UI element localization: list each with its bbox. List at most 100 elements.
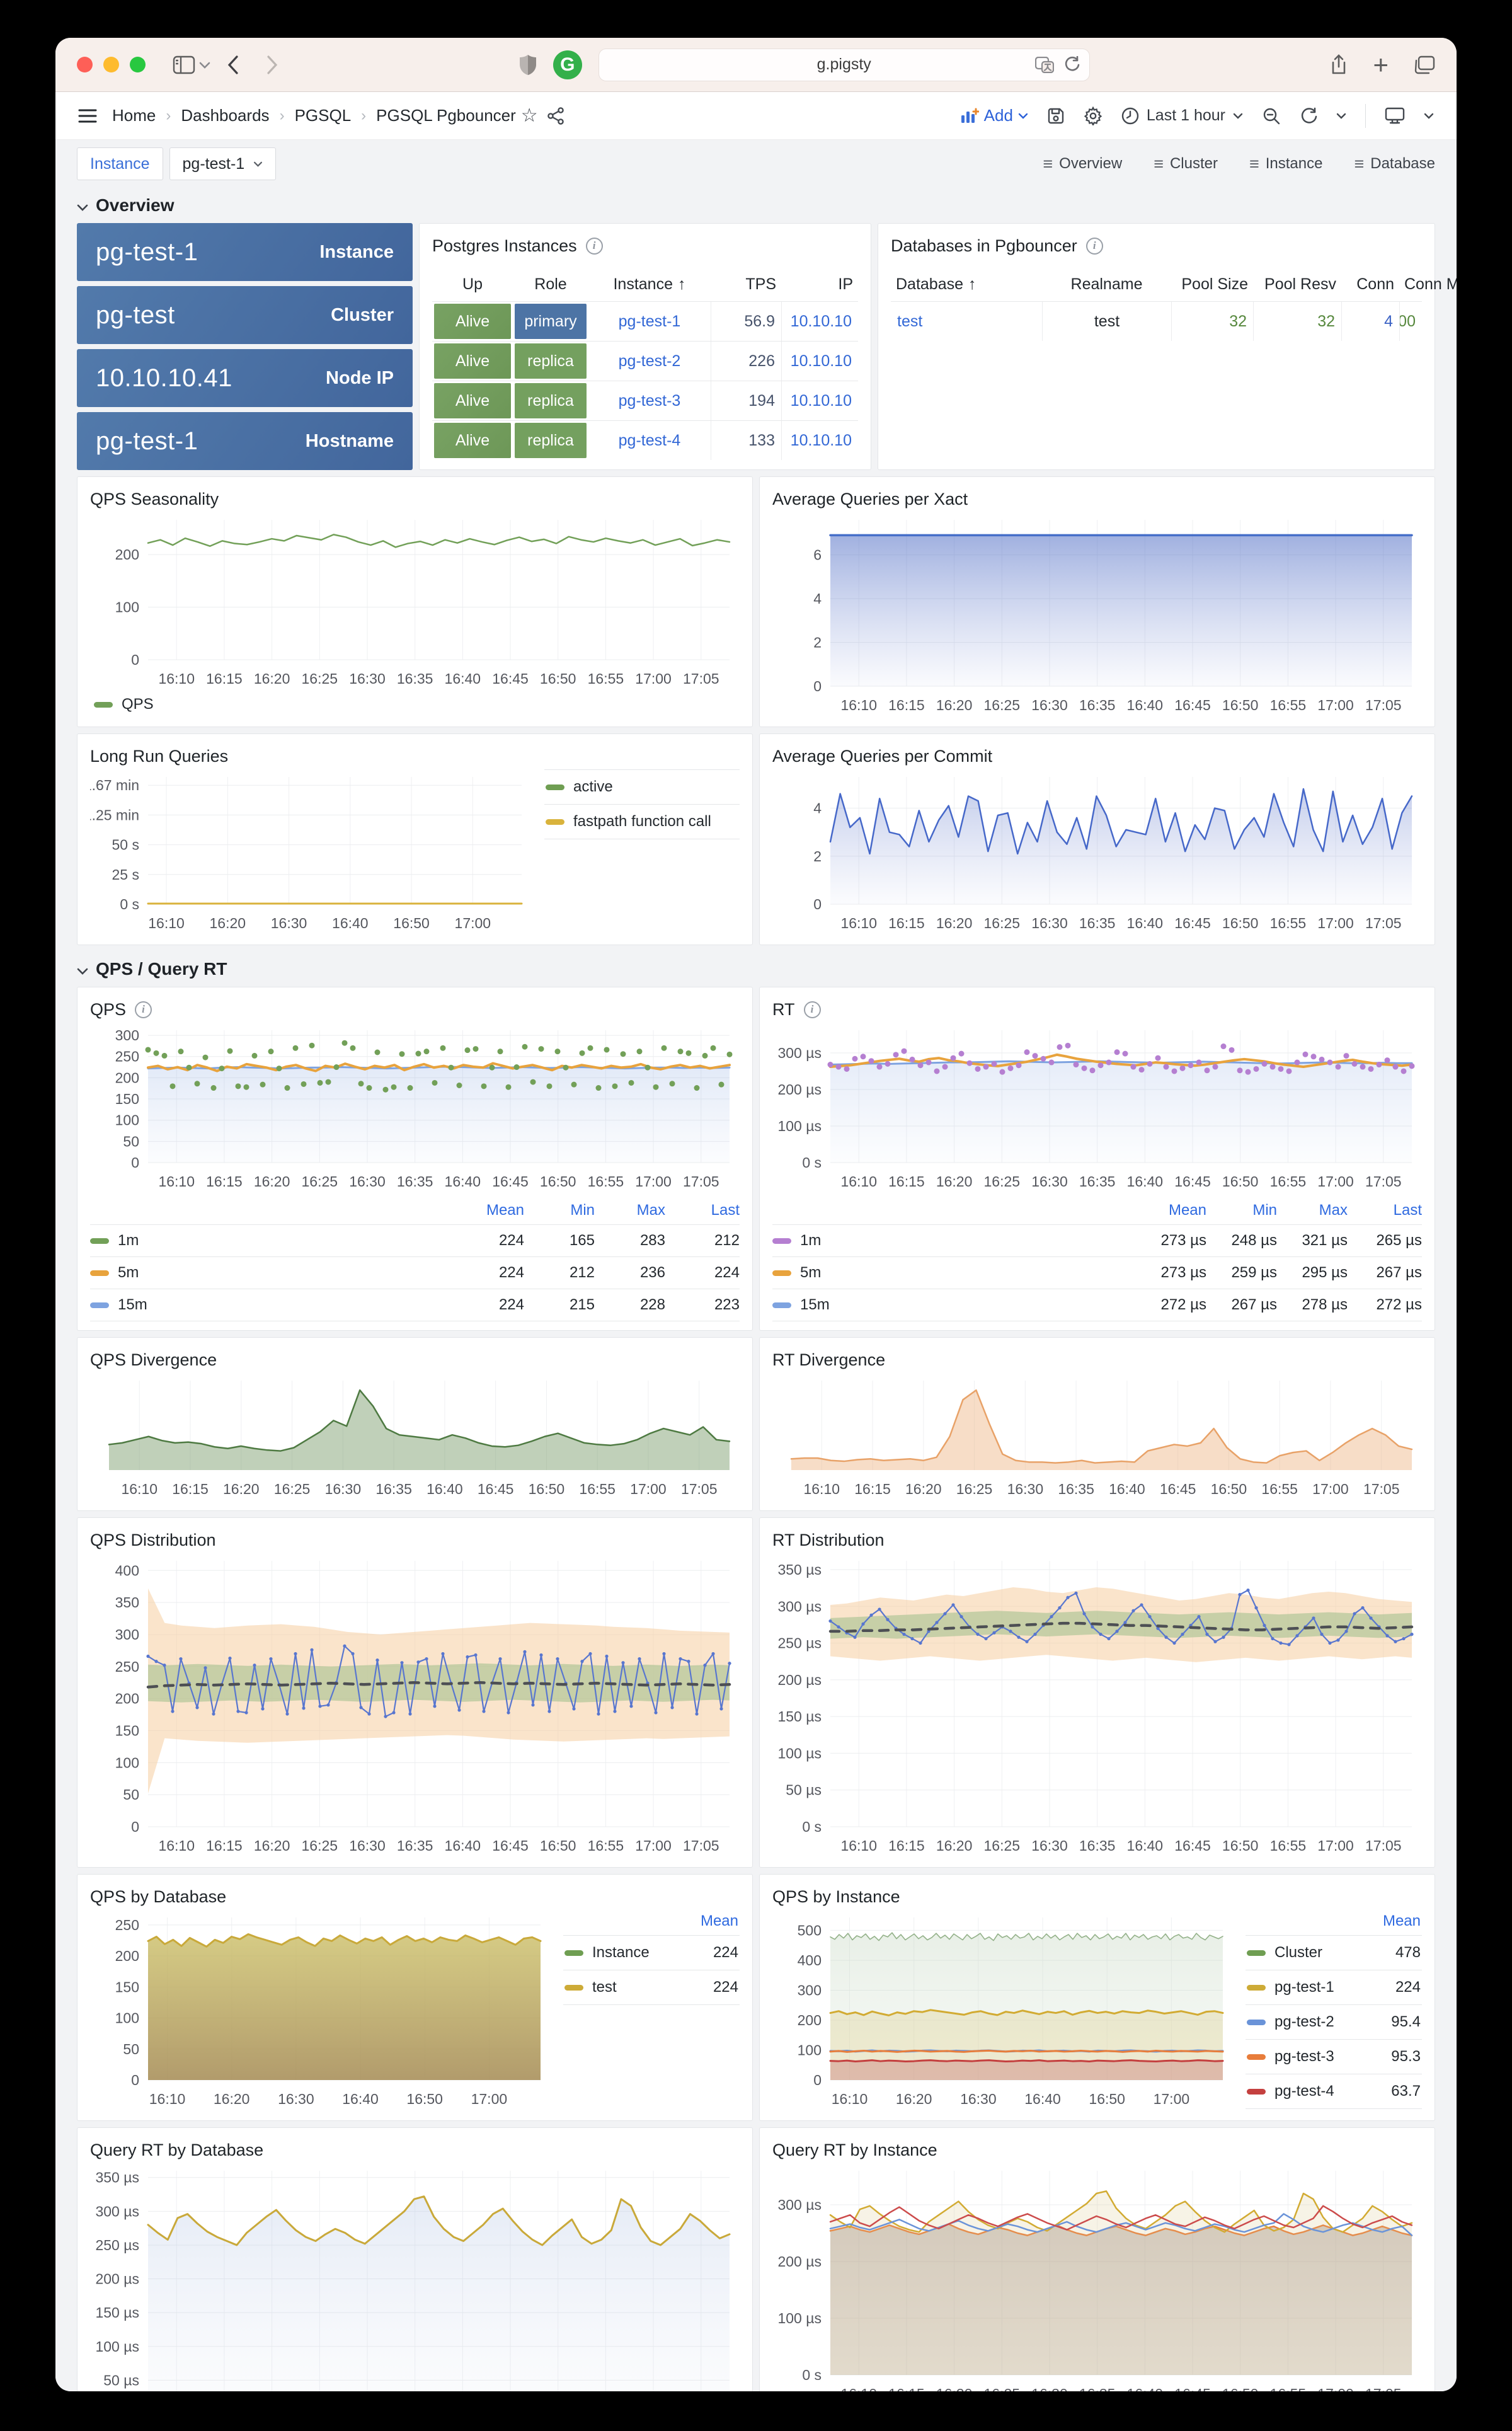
legend-label[interactable]: 1m (118, 1232, 139, 1249)
traffic-light-close[interactable] (77, 57, 93, 72)
svg-text:17:00: 17:00 (1317, 1173, 1354, 1190)
legend-label[interactable]: Cluster (1274, 1944, 1323, 1961)
breadcrumb-folder[interactable]: PGSQL (294, 106, 352, 125)
legend-label[interactable]: active (573, 778, 613, 795)
info-icon[interactable]: i (803, 1001, 821, 1018)
privacy-shield-icon[interactable] (519, 54, 537, 76)
tv-mode-icon[interactable] (1385, 106, 1405, 125)
panel-title: Postgres Instances (432, 236, 577, 255)
traffic-light-zoom[interactable] (130, 57, 146, 72)
time-range-picker[interactable]: Last 1 hour (1121, 106, 1243, 125)
col-header-pool-size[interactable]: Pool Size (1181, 275, 1248, 293)
ip-link[interactable]: 10.10.10 (781, 381, 858, 420)
col-header-tps[interactable]: TPS (745, 275, 776, 293)
legend-label[interactable]: fastpath function call (573, 813, 711, 830)
legend-label[interactable]: QPS (122, 696, 154, 713)
col-header-pool-resv[interactable]: Pool Resv (1264, 275, 1336, 293)
svg-text:200 µs: 200 µs (777, 1672, 822, 1688)
info-icon[interactable]: i (1085, 237, 1103, 255)
favorite-star-icon[interactable]: ☆ (520, 105, 538, 126)
svg-text:200 µs: 200 µs (777, 1081, 822, 1098)
reload-button[interactable] (1063, 55, 1080, 74)
zoom-out-icon[interactable] (1262, 106, 1281, 125)
instance-link[interactable]: pg-test-4 (618, 431, 681, 449)
legend-header[interactable]: Mean (486, 1202, 524, 1219)
info-icon[interactable]: i (135, 1001, 152, 1018)
dashboard-settings-icon[interactable] (1084, 106, 1102, 125)
legend-row: 1m 273 µs 248 µs 321 µs 265 µs (772, 1224, 1422, 1256)
breadcrumb-dashboard-title[interactable]: PGSQL Pgbouncer (376, 106, 516, 125)
legend-label[interactable]: Instance (592, 1944, 650, 1961)
legend-label[interactable]: pg-test-1 (1274, 1979, 1334, 1996)
col-header-conn[interactable]: Conn (1356, 275, 1394, 293)
page-translate-icon[interactable] (1034, 56, 1054, 73)
info-icon[interactable]: i (585, 237, 603, 255)
section-overview[interactable]: Overview (77, 188, 1435, 223)
sidebar-toggle-icon[interactable] (173, 55, 195, 74)
legend-label[interactable]: test (592, 1979, 617, 1996)
ip-link[interactable]: 10.10.10 (781, 342, 858, 381)
legend-value: 248 µs (1231, 1232, 1277, 1249)
ip-link[interactable]: 10.10.10 (781, 302, 858, 341)
svg-text:16:55: 16:55 (1270, 915, 1307, 931)
traffic-light-minimize[interactable] (103, 57, 119, 72)
breadcrumb-home[interactable]: Home (112, 106, 156, 125)
legend-header[interactable]: Max (636, 1202, 665, 1219)
grammarly-extension-button[interactable]: G (553, 50, 582, 79)
legend-label[interactable]: pg-test-4 (1274, 2083, 1334, 2100)
legend-label[interactable]: pg-test-3 (1274, 2048, 1334, 2065)
sidebar-chevron-icon[interactable] (199, 61, 210, 69)
legend-header[interactable]: Mean (1168, 1202, 1206, 1219)
back-button[interactable] (227, 55, 239, 75)
add-panel-button[interactable]: Add (960, 106, 1028, 125)
legend-label[interactable]: 1m (800, 1232, 822, 1249)
forward-button[interactable] (266, 55, 278, 75)
legend-header[interactable]: Min (1252, 1202, 1277, 1219)
share-dashboard-icon[interactable] (547, 106, 564, 125)
database-link[interactable]: test (897, 312, 923, 330)
dash-link-cluster[interactable]: ≡ Cluster (1154, 154, 1218, 173)
url-bar[interactable]: g.pigsty (598, 48, 1090, 81)
refresh-icon[interactable] (1300, 107, 1317, 125)
instance-link[interactable]: pg-test-3 (618, 391, 681, 410)
sort-arrow-icon: ↑ (678, 275, 686, 293)
menu-icon[interactable] (78, 108, 97, 124)
legend-label[interactable]: 5m (118, 1264, 139, 1281)
ip-link[interactable]: 10.10.10 (781, 421, 858, 460)
instance-link[interactable]: pg-test-2 (618, 352, 681, 370)
svg-text:16:25: 16:25 (956, 1481, 993, 1497)
dash-link-overview[interactable]: ≡ Overview (1043, 154, 1123, 173)
col-header-up[interactable]: Up (462, 275, 483, 293)
instance-link[interactable]: pg-test-1 (618, 312, 681, 330)
legend-header[interactable]: Mean (700, 1912, 738, 1929)
col-header-role[interactable]: Role (534, 275, 567, 293)
tv-caret-icon[interactable] (1424, 113, 1434, 119)
save-dashboard-icon[interactable] (1047, 107, 1065, 125)
legend-header[interactable]: Min (570, 1202, 595, 1219)
tab-overview-button[interactable] (1414, 55, 1435, 74)
col-header-conn-max[interactable]: Conn M (1404, 275, 1457, 293)
legend-label[interactable]: 15m (800, 1296, 830, 1313)
legend-label[interactable]: pg-test-2 (1274, 2013, 1334, 2030)
dash-link-instance[interactable]: ≡ Instance (1249, 154, 1323, 173)
col-header-instance[interactable]: Instance ↑ (613, 275, 686, 293)
legend-header[interactable]: Mean (1382, 1912, 1421, 1929)
share-button[interactable] (1330, 54, 1348, 76)
panel-query-rt-by-instance: Query RT by Instance 0 s 100 µs 200 µs 300 … (759, 2127, 1435, 2391)
breadcrumb-dashboards[interactable]: Dashboards (181, 106, 270, 125)
col-header-ip[interactable]: IP (838, 275, 853, 293)
legend-label[interactable]: 5m (800, 1264, 822, 1281)
section-qps-query-rt[interactable]: QPS / Query RT (77, 951, 1435, 987)
variable-label[interactable]: Instance (77, 147, 163, 180)
col-header-realname[interactable]: Realname (1070, 275, 1143, 293)
legend-label[interactable]: 15m (118, 1296, 147, 1313)
dash-link-database[interactable]: ≡ Database (1354, 154, 1435, 173)
legend-header[interactable]: Last (711, 1202, 740, 1219)
col-header-database[interactable]: Database ↑ (896, 275, 976, 293)
variable-value-dropdown[interactable]: pg-test-1 (169, 147, 277, 180)
legend-header[interactable]: Max (1319, 1202, 1348, 1219)
refresh-caret-icon[interactable] (1336, 113, 1346, 119)
panel-title: QPS by Database (90, 1887, 227, 1906)
legend-row: 15m 272 µs 267 µs 278 µs 272 µs (772, 1289, 1422, 1321)
legend-header[interactable]: Last (1393, 1202, 1422, 1219)
